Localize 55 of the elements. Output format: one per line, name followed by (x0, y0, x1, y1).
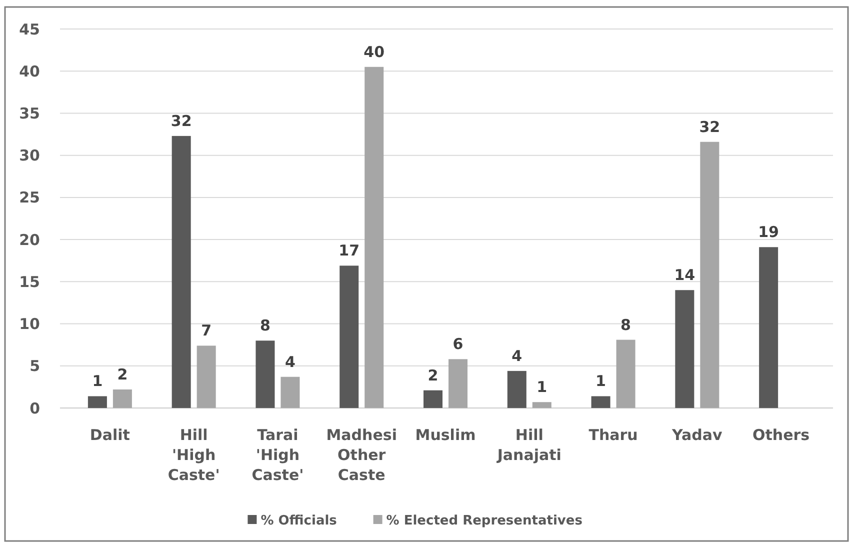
bar (507, 370, 526, 408)
bar (88, 396, 107, 408)
data-label: 4 (285, 352, 296, 371)
x-tick-label: Muslim (415, 426, 476, 444)
y-tick-label: 5 (30, 357, 40, 376)
bar (340, 266, 359, 408)
x-tick-label: Madhesi Other Caste (326, 426, 397, 484)
data-label: 2 (428, 366, 438, 384)
y-tick-label: 30 (19, 146, 40, 165)
bar (196, 346, 216, 408)
bar (532, 402, 552, 408)
bar (364, 66, 384, 408)
x-tick-label: Yadav (671, 426, 723, 444)
bar (700, 142, 720, 408)
legend-label: % Elected Representatives (386, 514, 583, 529)
data-label: 14 (674, 266, 696, 284)
legend-label: % Officials (260, 514, 338, 529)
bar (448, 359, 468, 408)
bar (591, 396, 610, 408)
data-label: 4 (512, 346, 522, 365)
y-tick-label: 40 (19, 62, 40, 80)
y-tick-label: 20 (19, 230, 40, 249)
data-label: 8 (260, 316, 270, 335)
y-tick-label: 25 (19, 188, 40, 207)
bar (424, 390, 442, 408)
data-label: 1 (596, 372, 606, 390)
data-label: 2 (117, 365, 128, 384)
data-label: 17 (338, 242, 360, 260)
data-label: 6 (452, 335, 464, 354)
bar (280, 376, 300, 408)
y-tick-label: 0 (30, 399, 40, 418)
x-tick-label: Dalit (90, 426, 130, 444)
x-tick-label: Hill 'High Caste' (168, 426, 220, 484)
data-label: 19 (758, 223, 779, 242)
data-label: 1 (92, 372, 103, 390)
data-label: 32 (699, 118, 720, 136)
bar (172, 136, 191, 408)
x-tick-label: Hill Janajati (496, 426, 562, 464)
bar (675, 290, 694, 408)
bar (256, 340, 275, 408)
x-tick-label: Tarai 'High Caste' (252, 426, 304, 484)
bar (616, 340, 636, 408)
y-tick-label: 15 (19, 272, 40, 291)
y-tick-label: 35 (19, 104, 40, 122)
y-tick-label: 10 (19, 315, 40, 334)
data-label: 1 (536, 378, 548, 396)
data-label: 7 (201, 322, 212, 340)
data-label: 8 (620, 316, 631, 334)
x-tick-label: Tharu (588, 426, 638, 444)
data-label: 32 (170, 112, 192, 130)
x-tick-label: Others (752, 426, 810, 444)
data-label: 40 (364, 42, 385, 61)
bar (112, 389, 132, 408)
bar (759, 247, 778, 408)
y-tick-label: 45 (19, 20, 40, 38)
